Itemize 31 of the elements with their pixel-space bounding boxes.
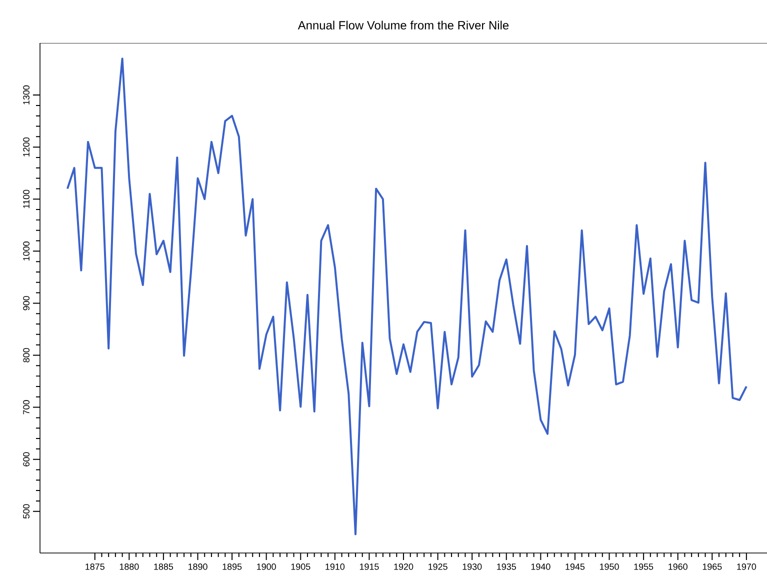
x-tick-label: 1895 xyxy=(222,564,242,570)
x-tick-label: 1905 xyxy=(291,564,310,570)
x-tick-label: 1910 xyxy=(326,564,345,570)
x-tick-label: 1885 xyxy=(154,564,174,570)
y-tick-label: 1000 xyxy=(23,242,30,260)
y-tick-label: 500 xyxy=(23,504,30,518)
chart-title: Annual Flow Volume from the River Nile xyxy=(298,20,509,30)
y-tick-label: 800 xyxy=(23,348,30,362)
x-tick-label: 1960 xyxy=(668,564,688,570)
y-tick-label: 600 xyxy=(23,452,30,466)
x-tick-label: 1915 xyxy=(360,564,379,570)
x-tick-label: 1970 xyxy=(737,564,756,570)
x-tick-label: 1930 xyxy=(462,564,482,570)
x-tick-label: 1890 xyxy=(188,564,208,570)
x-tick-label: 1925 xyxy=(428,564,448,570)
line-series xyxy=(66,58,748,536)
x-tick-label: 1920 xyxy=(394,564,414,570)
x-tick-label: 1900 xyxy=(257,564,276,570)
x-tick-label: 1965 xyxy=(702,564,722,570)
x-tick-label: 1950 xyxy=(600,564,619,570)
x-tick-label: 1880 xyxy=(120,564,139,570)
x-tick-label: 1940 xyxy=(531,564,550,570)
y-tick-label: 700 xyxy=(23,400,30,414)
y-tick-label: 1300 xyxy=(23,85,30,104)
x-tick-label: 1875 xyxy=(86,564,104,570)
x-tick-label: 1945 xyxy=(566,564,585,570)
x-tick-label: 1935 xyxy=(497,564,516,570)
y-tick-label: 900 xyxy=(23,296,30,310)
x-tick-label: 1955 xyxy=(634,564,654,570)
y-tick-label: 1100 xyxy=(23,190,30,208)
y-tick-label: 1200 xyxy=(23,137,30,156)
